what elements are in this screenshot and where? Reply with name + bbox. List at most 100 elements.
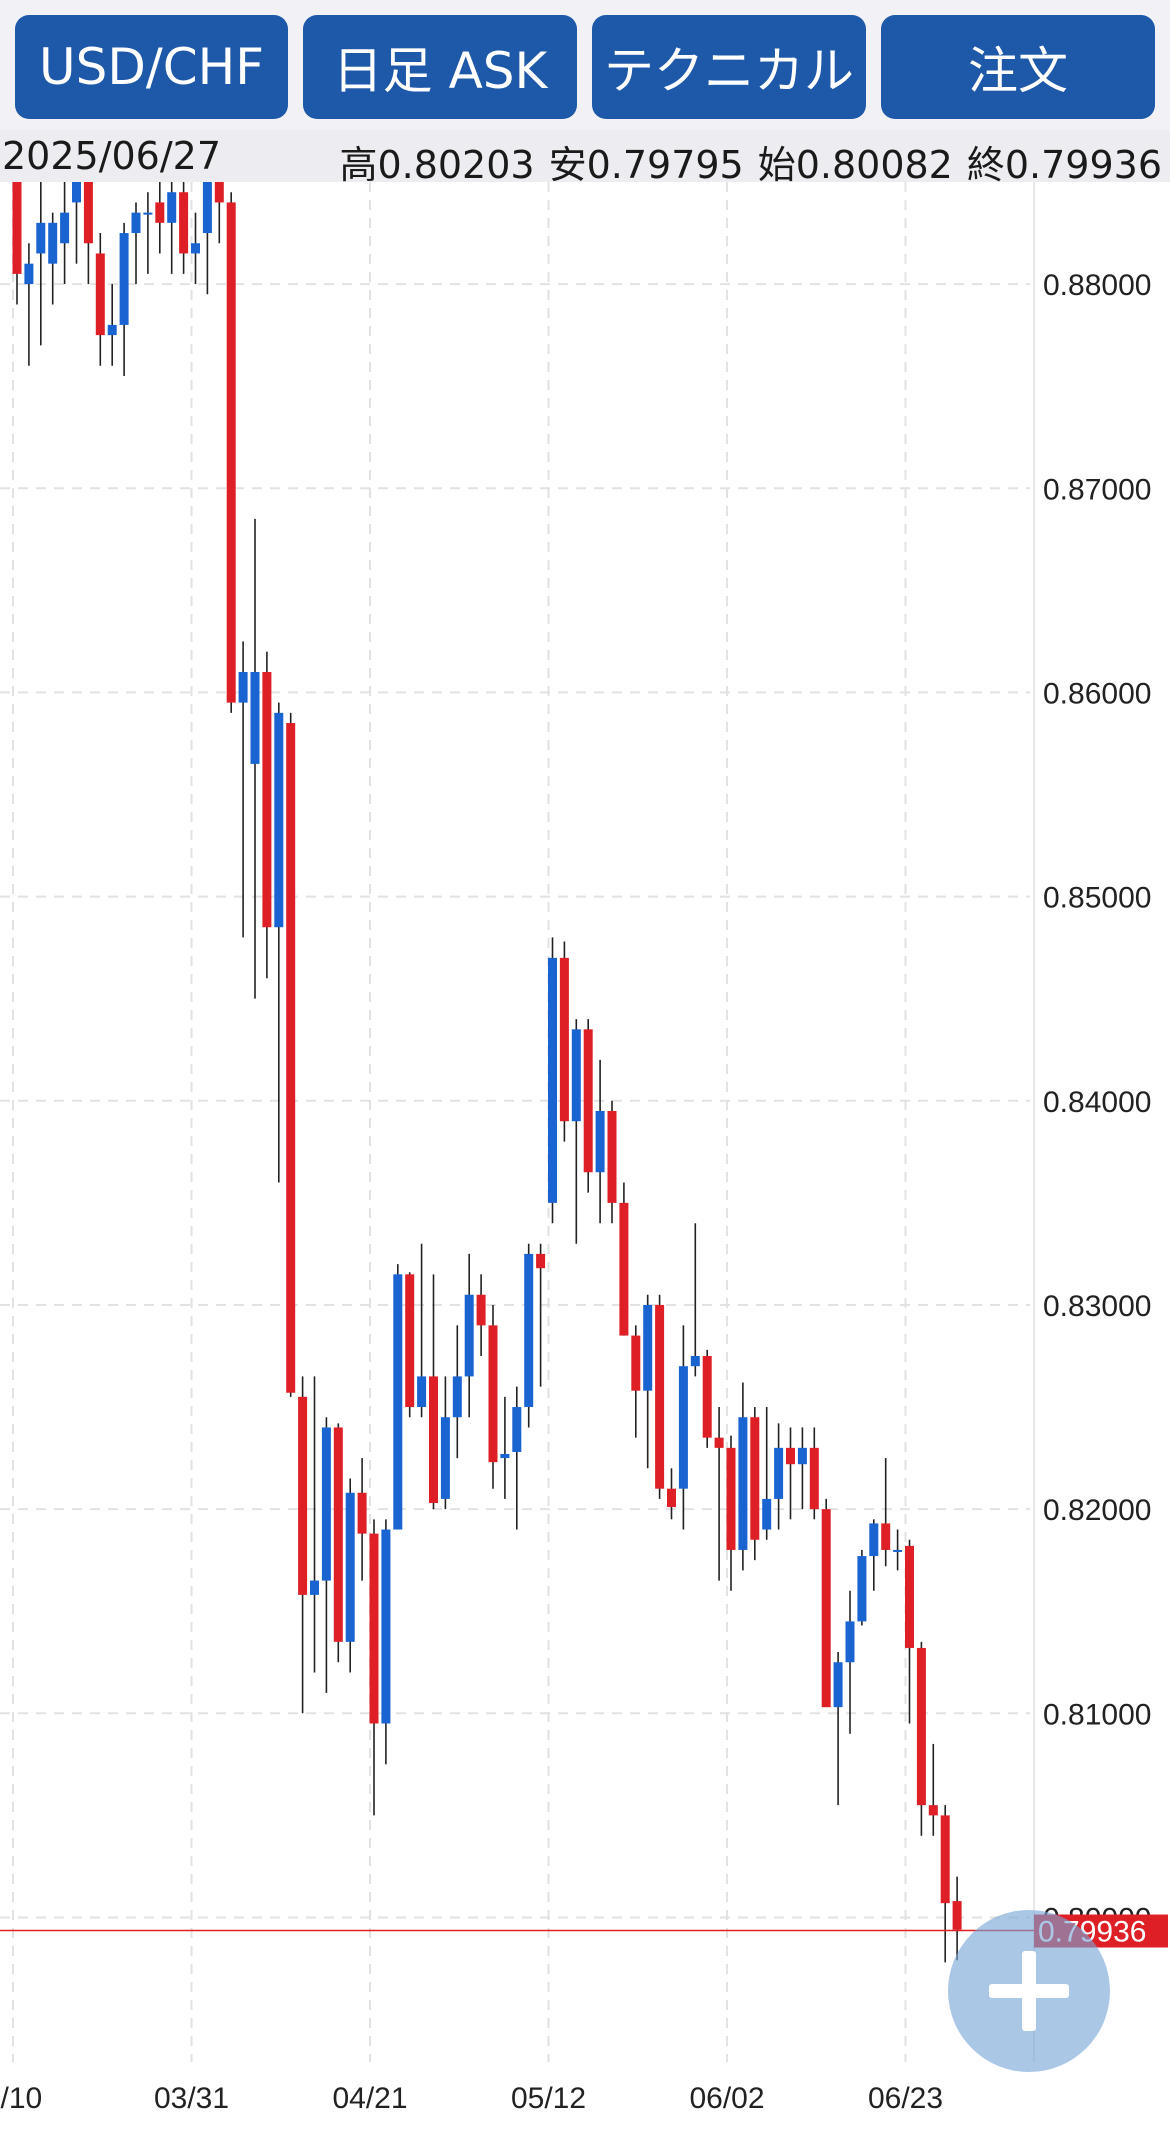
candle-body (857, 1556, 867, 1622)
candle-body (440, 1417, 450, 1499)
candle-body (726, 1447, 736, 1550)
candle-body (500, 1453, 510, 1459)
candle-body (24, 263, 34, 285)
high-value: 高0.80203 (339, 143, 535, 187)
candle-body (131, 212, 141, 234)
candle-body (452, 1376, 462, 1418)
candles (12, 182, 962, 1963)
candle-body (143, 212, 153, 215)
candle-body (274, 712, 284, 928)
candle-body (512, 1407, 522, 1452)
candle-body (48, 222, 58, 264)
candle-date: 2025/06/27 (2, 134, 222, 178)
x-tick-label: 06/02 (689, 2082, 764, 2115)
candle-body (583, 1029, 593, 1173)
symbol-button[interactable]: USD/CHF (15, 15, 288, 119)
candle-body (809, 1447, 819, 1510)
y-tick-label: 0.84000 (1043, 1086, 1151, 1119)
candle-body (833, 1662, 843, 1708)
candle-body (298, 1396, 308, 1595)
candle-body (881, 1523, 891, 1550)
ohlc-values: 高0.80203 安0.79795 始0.80082 終0.79936 (325, 134, 1162, 189)
candle-body (107, 324, 117, 336)
candle-body (762, 1498, 772, 1530)
candle-body (36, 222, 46, 254)
technical-button[interactable]: テクニカル (592, 15, 866, 119)
candle-body (774, 1447, 784, 1499)
candle-body (333, 1427, 343, 1642)
candle-body (690, 1355, 700, 1367)
candle-body (357, 1492, 367, 1534)
x-tick-label: 04/21 (332, 2082, 407, 2115)
y-tick-label: 0.87000 (1043, 473, 1151, 506)
candle-body (238, 672, 248, 703)
candle-body (250, 672, 260, 764)
candle-body (631, 1335, 641, 1391)
candle-body (714, 1437, 724, 1448)
candle-body (393, 1274, 403, 1530)
candle-body (429, 1376, 438, 1503)
candle-body (524, 1253, 534, 1408)
close-value: 終0.79936 (966, 143, 1162, 187)
candle-body (345, 1492, 355, 1642)
x-tick-label: 03/31 (154, 2082, 229, 2115)
candle-body (643, 1304, 653, 1391)
candle-body (286, 723, 296, 1393)
candle-body (619, 1202, 629, 1336)
candle-body (226, 202, 236, 703)
candle-body (667, 1488, 676, 1508)
candle-body (678, 1366, 688, 1489)
candle-body (845, 1621, 855, 1663)
candle-body (786, 1447, 795, 1465)
candle-body (167, 192, 177, 223)
candle-body (405, 1274, 415, 1408)
candle-body (262, 672, 272, 928)
candle-body (595, 1110, 605, 1173)
order-button[interactable]: 注文 (881, 15, 1155, 119)
candle-body (797, 1447, 807, 1465)
x-tick-label: 05/12 (511, 2082, 586, 2115)
candle-body (321, 1427, 331, 1581)
candle-body (916, 1647, 926, 1806)
candle-body (155, 202, 165, 223)
candle-body (750, 1417, 760, 1540)
candle-body (83, 182, 93, 244)
ohlc-info-bar: 2025/06/27 高0.80203 安0.79795 始0.80082 終0.79… (0, 130, 1170, 187)
y-tick-label: 0.83000 (1043, 1290, 1151, 1323)
candle-body (940, 1815, 950, 1904)
x-axis-labels: 3/10 03/31 04/21 05/12 06/02 06/23 (0, 2082, 943, 2115)
candle-body (72, 182, 81, 203)
y-tick-label: 0.81000 (1043, 1698, 1151, 1731)
candlestick-chart[interactable]: 0.88000 0.87000 0.86000 0.85000 0.84000 0.830… (0, 182, 1170, 2136)
candle-body (738, 1417, 748, 1550)
y-tick-label: 0.85000 (1043, 882, 1151, 915)
candle-body (417, 1376, 427, 1408)
candle-body (191, 243, 200, 254)
candle-body (821, 1509, 831, 1708)
candle-body (536, 1253, 546, 1269)
candle-body (202, 182, 212, 234)
candle-body (381, 1529, 391, 1724)
candle-body (702, 1355, 712, 1438)
candle-body (905, 1545, 914, 1648)
candle-body (60, 212, 70, 244)
candle-body (893, 1549, 903, 1552)
top-toolbar: USD/CHF 日足 ASK テクニカル 注文 (0, 0, 1170, 130)
open-value: 始0.80082 (757, 143, 953, 187)
low-value: 安0.79795 (548, 143, 744, 187)
candle-body (928, 1805, 938, 1816)
candle-body (214, 182, 224, 203)
candle-body (952, 1901, 962, 1930)
candle-body (571, 1029, 581, 1122)
candle-body (607, 1110, 617, 1203)
candle-body (179, 192, 189, 254)
candle-body (12, 182, 22, 274)
candle-body (464, 1294, 474, 1377)
candle-body (488, 1325, 498, 1463)
candle-body (559, 957, 569, 1122)
candle-body (310, 1580, 319, 1595)
timeframe-button[interactable]: 日足 ASK (303, 15, 577, 119)
y-tick-label: 0.82000 (1043, 1494, 1151, 1527)
add-fab-button[interactable] (948, 1910, 1110, 2072)
y-axis-labels: 0.88000 0.87000 0.86000 0.85000 0.84000 0.830… (1043, 269, 1151, 1935)
